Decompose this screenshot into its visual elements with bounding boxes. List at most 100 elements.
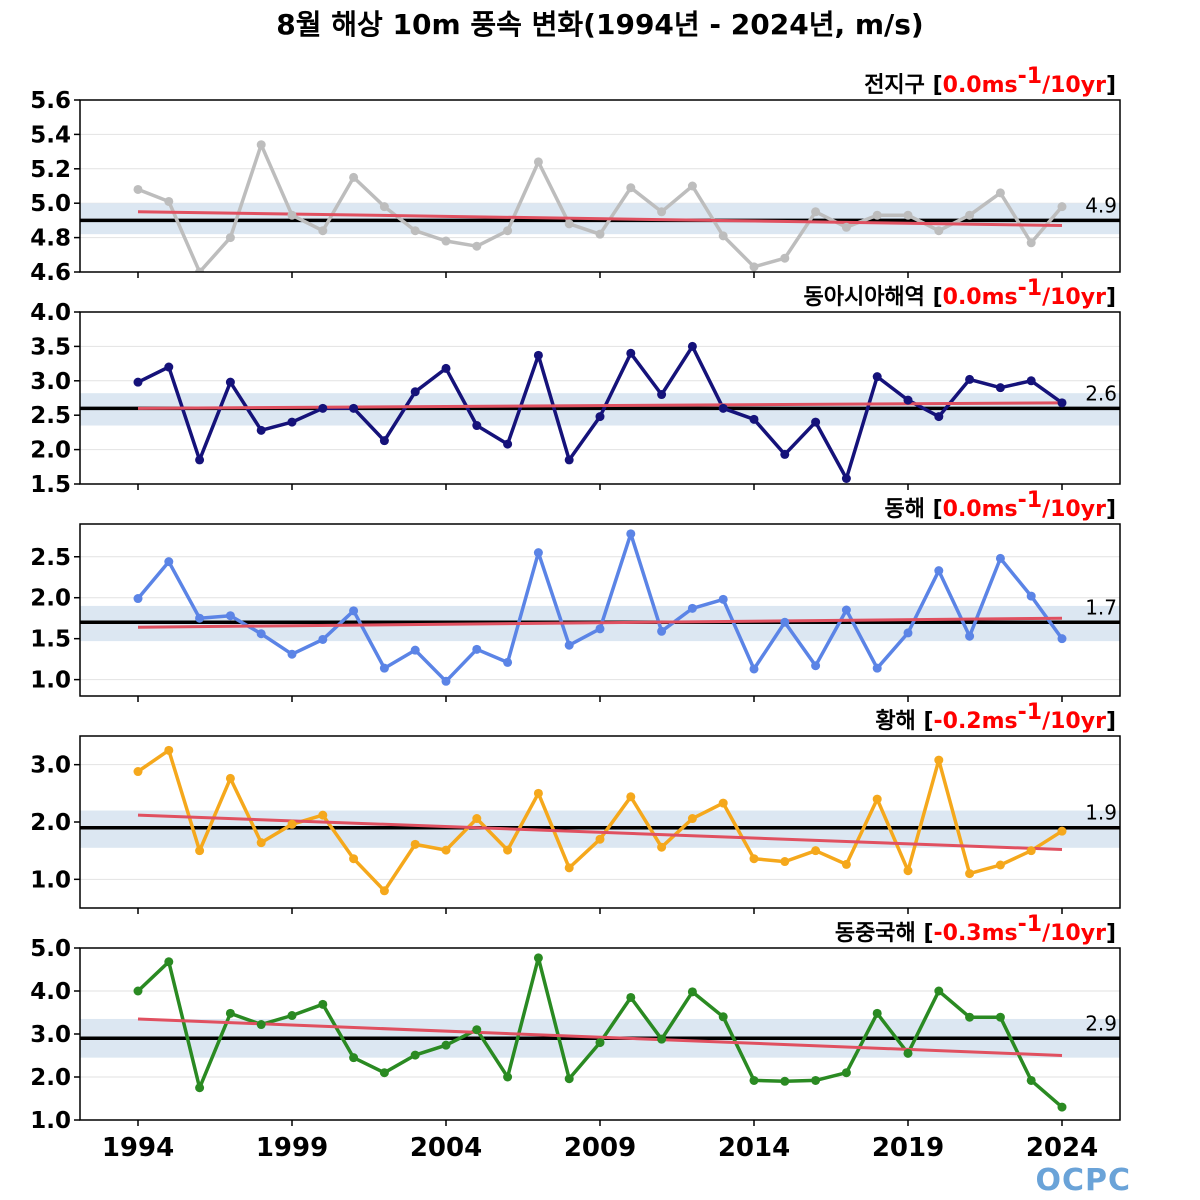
data-point <box>256 140 266 150</box>
data-point <box>811 661 821 671</box>
data-point <box>503 845 513 855</box>
mean-value-label: 4.9 <box>1085 193 1117 217</box>
bracket-open: [ <box>933 285 943 310</box>
trend-unit-exponent: -1 <box>1018 64 1042 89</box>
data-point <box>872 1008 882 1018</box>
data-point <box>225 377 235 387</box>
data-point <box>472 814 482 824</box>
data-point <box>934 226 944 236</box>
data-point <box>318 999 328 1009</box>
trend-period: /10yr <box>1042 73 1106 98</box>
data-point <box>164 196 174 206</box>
data-point <box>472 1025 482 1035</box>
data-point <box>657 207 667 217</box>
data-point <box>595 412 605 422</box>
data-point <box>1057 634 1067 644</box>
x-tick-label: 1994 <box>102 1133 174 1163</box>
trend-line <box>137 616 1063 629</box>
data-point <box>657 390 667 400</box>
data-point <box>349 606 359 616</box>
data-point <box>965 869 975 879</box>
data-point <box>564 455 574 465</box>
data-point <box>841 605 851 615</box>
data-point <box>780 449 790 459</box>
data-point <box>780 253 790 263</box>
data-point <box>687 814 697 824</box>
data-point <box>1057 1102 1067 1112</box>
region-name: 전지구 <box>864 73 932 98</box>
y-tick-label: 5.0 <box>30 936 71 962</box>
data-point <box>934 986 944 996</box>
plot-area <box>80 529 1120 686</box>
trend-value: -0.2ms <box>934 709 1018 734</box>
data-point <box>195 455 205 465</box>
data-point <box>441 845 451 855</box>
region-name: 황해 <box>875 709 923 734</box>
data-point <box>133 594 143 604</box>
data-point <box>533 953 543 963</box>
y-tick-label: 1.0 <box>30 668 71 694</box>
x-axis-tick-labels: 1994 1999 2004 2009 2014 2019 2024 <box>102 1133 1098 1163</box>
x-tick-label: 2004 <box>410 1133 482 1163</box>
mean-value-label: 1.7 <box>1085 595 1117 619</box>
data-point <box>564 640 574 650</box>
data-point <box>379 663 389 673</box>
data-point <box>841 473 851 483</box>
trend-value: 0.0ms <box>943 285 1018 310</box>
data-point <box>410 839 420 849</box>
bracket-close: ] <box>1106 497 1116 522</box>
y-tick-label: 2.5 <box>30 403 71 429</box>
y-tick-label: 3.0 <box>30 1022 71 1048</box>
trend-unit-exponent: -1 <box>1018 488 1042 513</box>
data-point <box>287 210 297 220</box>
logo-text: OCPC <box>1035 1163 1131 1198</box>
panel-3: 1.0 1.5 2.0 2.5 1.7 동해 [0.0ms-1/10yr] <box>30 488 1121 702</box>
data-point <box>687 603 697 613</box>
x-tick-label: 1999 <box>256 1133 328 1163</box>
data-point <box>841 859 851 869</box>
data-point <box>657 842 667 852</box>
plot-area <box>80 745 1120 896</box>
data-point <box>1057 202 1067 212</box>
data-point <box>1026 1075 1036 1085</box>
data-point <box>811 207 821 217</box>
data-point <box>472 241 482 251</box>
data-point <box>379 1068 389 1078</box>
data-point <box>533 157 543 167</box>
data-point <box>133 986 143 996</box>
y-tick-label: 5.2 <box>30 157 71 183</box>
panel-header: 동중국해 [-0.3ms-1/10yr] <box>835 912 1116 946</box>
data-point <box>1026 846 1036 856</box>
data-point <box>595 834 605 844</box>
data-point <box>626 529 636 539</box>
data-point <box>1057 398 1067 408</box>
bracket-open: [ <box>923 709 933 734</box>
data-point <box>318 403 328 413</box>
data-point <box>225 611 235 621</box>
mean-value-label: 2.6 <box>1085 381 1117 405</box>
x-tick-label: 2024 <box>1026 1133 1098 1163</box>
data-point <box>225 233 235 243</box>
y-tick-label: 2.0 <box>30 1065 71 1091</box>
bracket-open: [ <box>923 921 933 946</box>
data-point <box>1026 591 1036 601</box>
data-point <box>965 631 975 641</box>
data-point <box>349 1053 359 1063</box>
panel-frame <box>79 99 1121 273</box>
data-point <box>718 798 728 808</box>
chart-title: 8월 해상 10m 풍속 변화(1994년 - 2024년, m/s) <box>276 8 923 41</box>
data-point <box>318 226 328 236</box>
y-tick-label: 2.0 <box>30 810 71 836</box>
trend-unit-exponent: -1 <box>1018 276 1042 301</box>
data-point <box>533 548 543 558</box>
data-point <box>1057 826 1067 836</box>
trend-period: /10yr <box>1042 709 1106 734</box>
data-point <box>965 210 975 220</box>
data-point <box>780 617 790 627</box>
bracket-open: [ <box>933 73 943 98</box>
data-point <box>995 188 1005 198</box>
region-name: 동중국해 <box>835 921 924 946</box>
data-point <box>256 425 266 435</box>
data-point <box>903 1048 913 1058</box>
